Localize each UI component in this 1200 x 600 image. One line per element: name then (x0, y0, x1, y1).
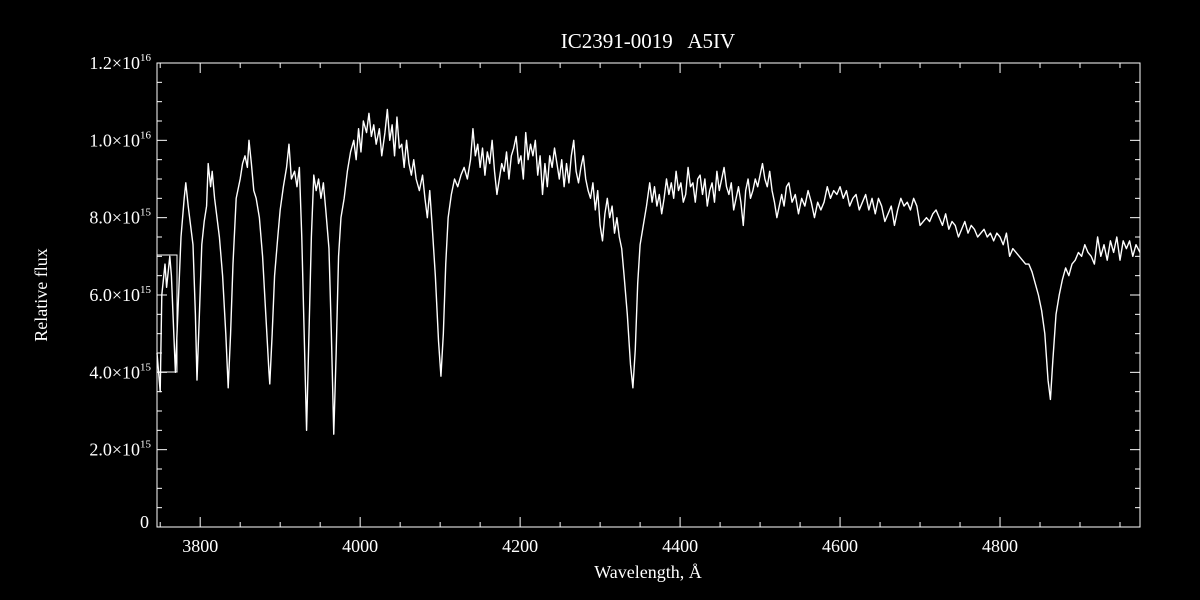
chart-title: IC2391-0019 A5IV (561, 29, 735, 53)
y-tick-mantissa: 4.0×10 (89, 362, 140, 382)
y-tick-label: 1.2×1016 (89, 52, 151, 73)
y-axis-label: Relative flux (31, 248, 51, 341)
y-tick-exponent: 15 (140, 439, 152, 451)
y-tick-label: 8.0×1015 (89, 207, 151, 228)
y-tick-label: 4.0×1015 (89, 361, 151, 382)
x-tick-label: 3800 (182, 536, 218, 556)
y-tick-exponent: 15 (140, 207, 152, 219)
y-tick-label: 2.0×1015 (89, 439, 151, 460)
y-tick-exponent: 15 (140, 361, 152, 373)
y-tick-exponent: 16 (140, 129, 152, 141)
y-tick-exponent: 15 (140, 284, 152, 296)
y-tick-label: 0 (140, 512, 149, 532)
x-tick-label: 4800 (982, 536, 1018, 556)
x-tick-label: 4400 (662, 536, 698, 556)
spectrum-line (156, 108, 1141, 435)
y-tick-mantissa: 1.2×10 (89, 53, 140, 73)
y-tick-mantissa: 8.0×10 (89, 208, 140, 228)
y-tick-exponent: 16 (140, 52, 152, 64)
y-tick-label: 1.0×1016 (89, 129, 151, 150)
y-tick-mantissa: 1.0×10 (89, 130, 140, 150)
y-tick-label: 6.0×1015 (89, 284, 151, 305)
plot-frame (156, 62, 1141, 528)
x-tick-label: 4600 (822, 536, 858, 556)
x-axis-label: Wavelength, Å (594, 562, 702, 582)
x-tick-label: 4000 (342, 536, 378, 556)
x-tick-label: 4200 (502, 536, 538, 556)
y-tick-mantissa: 6.0×10 (89, 285, 140, 305)
y-tick-mantissa: 2.0×10 (89, 440, 140, 460)
